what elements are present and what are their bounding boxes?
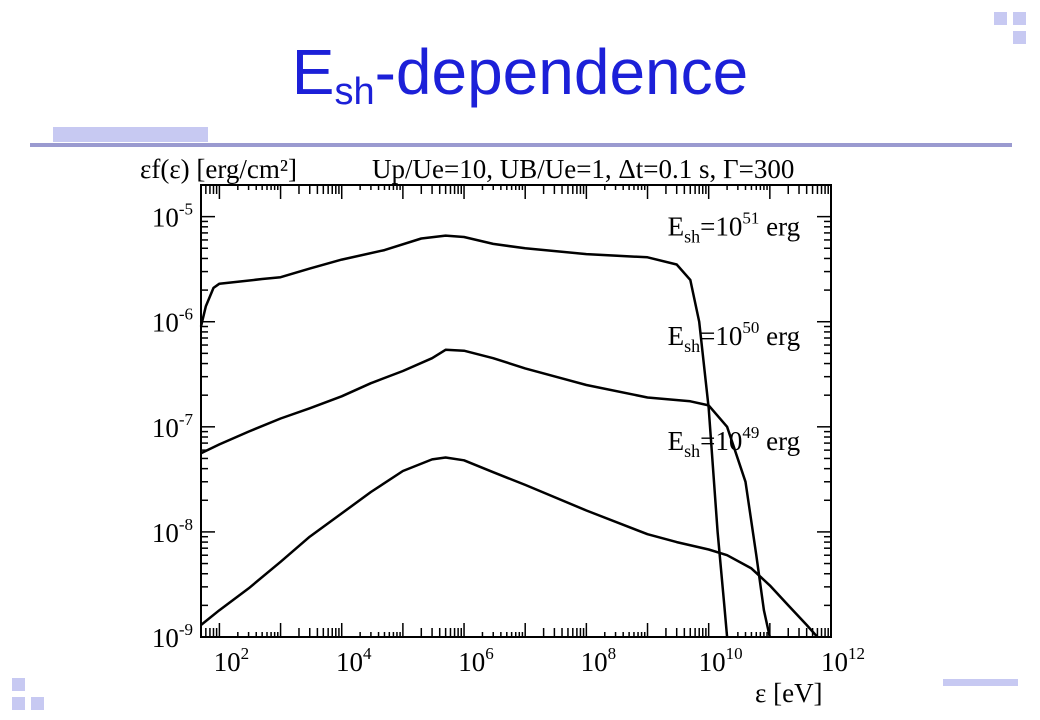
axis-ticks	[200, 184, 832, 638]
series-layer	[199, 234, 819, 638]
y-tick-label: 10-8	[152, 515, 193, 548]
title-rule	[30, 143, 1012, 147]
y-tick-label: 10-7	[152, 410, 194, 443]
series-line-1	[199, 234, 729, 638]
deco-bar-under-title	[53, 127, 208, 142]
y-tick-label: 10-6	[152, 305, 193, 338]
x-tick-label: 108	[581, 644, 617, 677]
x-tick-label: 102	[214, 644, 250, 677]
deco-square-bottom-left-2	[12, 697, 25, 710]
y-axis-label: εf(ε) [erg/cm²]	[140, 154, 297, 184]
series-line-3	[200, 456, 819, 638]
title-main: E	[291, 36, 335, 108]
x-axis-label: ε [eV]	[755, 678, 823, 708]
title-rest: -dependence	[374, 36, 749, 108]
x-tick-label: 106	[458, 644, 494, 677]
x-tick-label: 1010	[699, 644, 743, 677]
deco-bar-bottom-right	[943, 679, 1018, 686]
deco-square-top-right-2	[1013, 12, 1026, 25]
deco-square-top-right-3	[1013, 31, 1026, 44]
series-label-3: Esh=1049 erg	[668, 423, 801, 461]
plot-frame	[200, 184, 832, 638]
x-tick-label: 104	[336, 644, 372, 677]
deco-square-top-right-1	[994, 12, 1007, 25]
series-label-1: Esh=1051 erg	[668, 209, 801, 247]
series-label-2: Esh=1050 erg	[668, 318, 801, 356]
series-line-2	[200, 348, 772, 638]
series-labels: Esh=1051 erg Esh=1050 erg Esh=1049 erg	[668, 209, 801, 462]
y-tick-label: 10-5	[152, 200, 193, 233]
deco-square-bottom-left-1	[12, 678, 25, 691]
parameters-label: Up/Ue=10, UB/Ue=1, Δt=0.1 s, Γ=300	[372, 154, 794, 184]
y-tick-label: 10-9	[152, 620, 193, 653]
slide-title: Esh-dependence	[0, 40, 1040, 111]
tick-labels: 102 104 106 108 1010 1012 10-9 10-8 10-7 10-6 10-5	[152, 200, 865, 677]
deco-square-bottom-left-3	[31, 697, 44, 710]
x-tick-label: 1012	[821, 644, 865, 677]
title-sub: sh	[334, 71, 375, 113]
